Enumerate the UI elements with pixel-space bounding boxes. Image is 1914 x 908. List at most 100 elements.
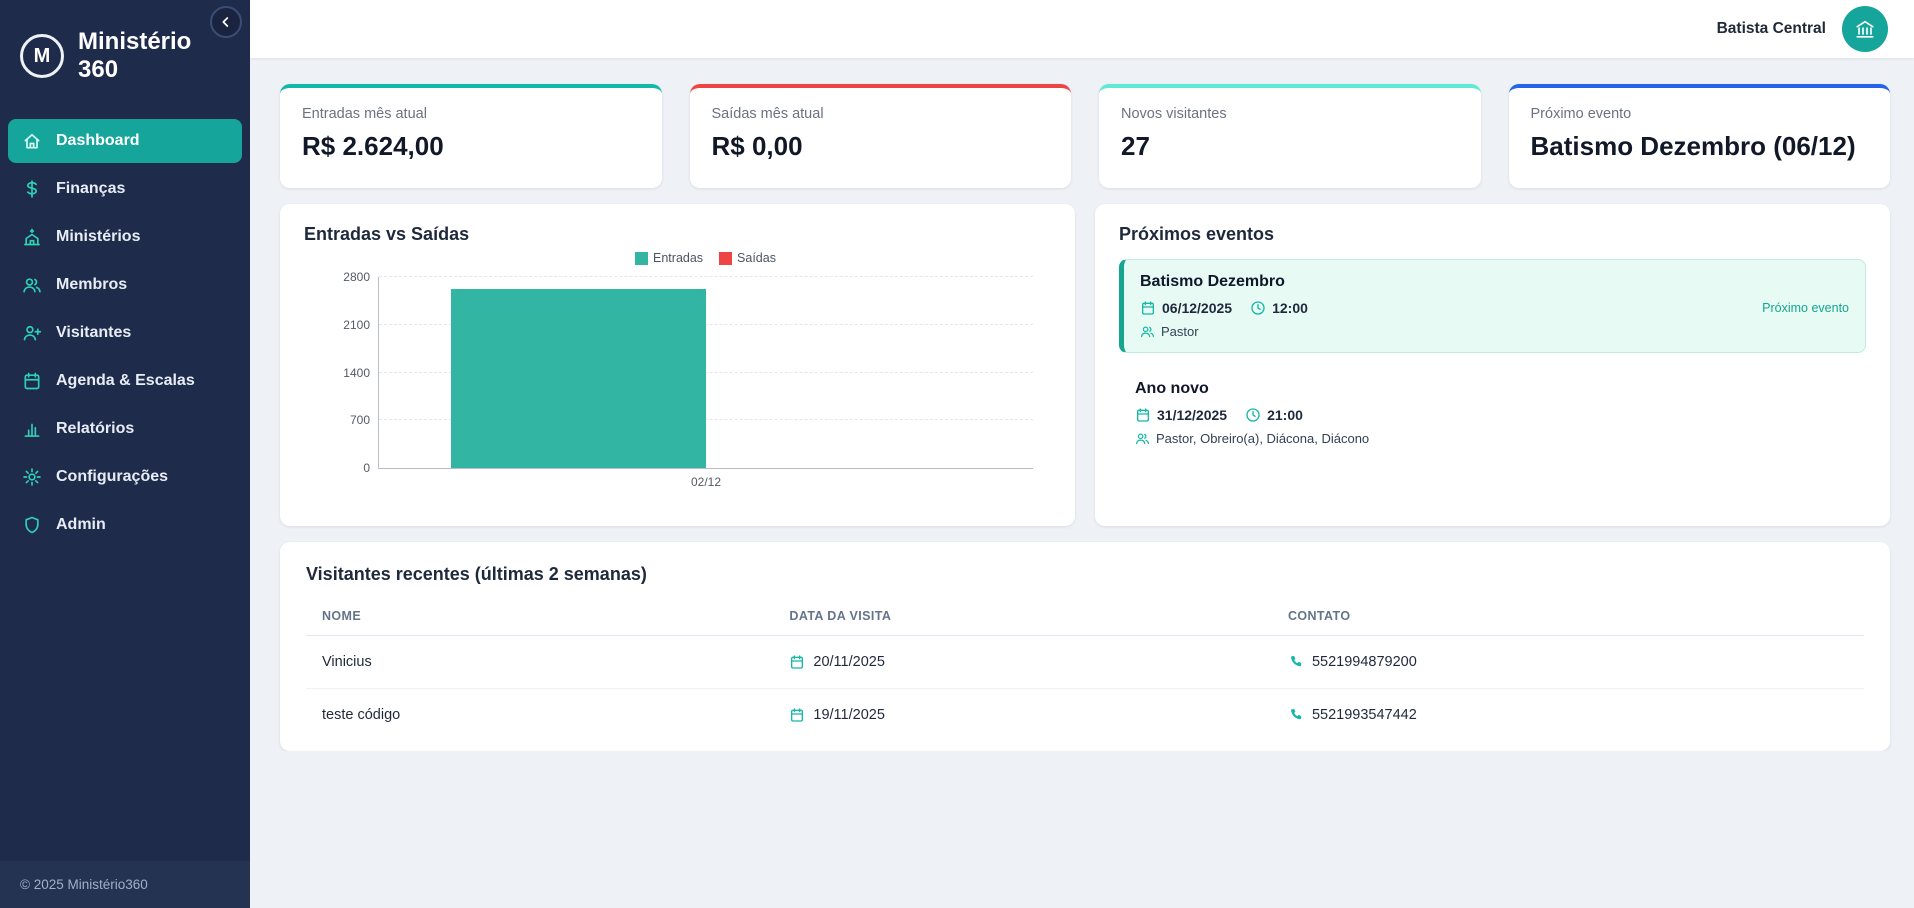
chart-y-tick: 0 [363,461,370,475]
users-icon [22,275,42,295]
chart-x-tick: 02/12 [690,475,722,489]
chart-y-tick: 1400 [343,365,370,380]
event-item[interactable]: Ano novo 31/12/2025 21:00 Pastor [1119,367,1866,459]
table-row[interactable]: Vinicius 20/11/2025 5521994879200 [306,635,1864,689]
sidebar-item-configuracoes[interactable]: Configurações [8,455,242,499]
sidebar-item-label: Membros [56,275,128,293]
col-contato: CONTATO [1271,597,1864,636]
calendar-icon [22,371,42,391]
clock-icon [1250,300,1266,316]
events-card: Próximos eventos Batismo Dezembro 06/12/… [1095,204,1890,526]
sidebar-item-relatorios[interactable]: Relatórios [8,407,242,451]
chart-legend: Entradas Saídas [378,251,1033,265]
stat-label: Novos visitantes [1121,106,1227,122]
legend-swatch [635,251,649,265]
chevron-left-icon [218,14,234,30]
sidebar-item-label: Configurações [56,467,169,485]
stat-card-proximo-evento: Próximo evento Batismo Dezembro (06/12) [1508,84,1890,188]
chart-plot: 0 700 1400 2100 2800 02/12 [343,270,1033,489]
sidebar-item-dashboard[interactable]: Dashboard [8,118,242,163]
chart-y-tick: 2800 [343,270,370,284]
visitor-name: Vinicius [306,635,774,689]
phone-icon [1288,654,1304,670]
sidebar-item-label: Dashboard [56,131,140,149]
sidebar-item-admin[interactable]: Admin [8,503,242,547]
shield-icon [22,515,42,535]
sidebar-item-label: Ministérios [56,227,141,245]
event-roles: Pastor [1140,324,1849,339]
stat-value: R$ 0,00 [711,131,803,161]
col-nome: NOME [306,597,774,636]
visit-date: 20/11/2025 [813,654,885,670]
user-plus-icon [22,323,42,343]
event-name: Batismo Dezembro [1140,273,1285,290]
org-name: Batista Central [1716,20,1826,37]
church-icon [22,227,42,247]
stat-card-novos-visitantes: Novos visitantes 27 [1099,84,1481,188]
table-row[interactable]: teste código 19/11/2025 5521993547442 [306,689,1864,742]
visitor-name: teste código [322,707,401,723]
sidebar-item-label: Admin [56,515,106,533]
event-time: 21:00 [1267,407,1303,423]
app-logo: M [20,34,64,79]
sidebar-item-label: Relatórios [56,419,135,437]
phone-icon [1288,707,1304,723]
sidebar-item-agenda[interactable]: Agenda & Escalas [8,359,242,403]
sidebar-item-visitantes[interactable]: Visitantes [8,311,242,355]
visitors-table: NOME DATA DA VISITA CONTATO Vinicius 20/… [306,597,1864,741]
visitors-title: Visitantes recentes (últimas 2 semanas) [306,564,647,584]
dashboard-content: Entradas mês atual R$ 2.624,00 Saídas mê… [250,58,1914,751]
sidebar-item-label: Finanças [56,179,126,197]
event-roles: Pastor, Obreiro(a), Diácona, Diácono [1135,431,1850,446]
church-building-icon [1854,18,1876,40]
sidebar-item-label: Visitantes [56,323,132,341]
visitor-contact: 5521994879200 [1311,654,1417,670]
calendar-icon [789,707,805,723]
visit-date: 19/11/2025 [813,707,885,723]
chart-y-tick: 700 [349,413,370,428]
event-name: Ano novo [1135,380,1209,397]
calendar-icon [1140,300,1156,316]
bar-chart: Entradas Saídas 0 700 1400 2100 2800 02/12 [304,249,1051,501]
legend-label: Saídas [737,251,776,265]
stat-value: 27 [1121,131,1150,161]
gear-icon [22,467,42,487]
legend-item[interactable]: Saídas [719,251,776,265]
bar-entradas[interactable] [450,289,706,468]
app-title: Ministério 360 [78,28,192,84]
event-meta: 06/12/2025 12:00 Próximo evento [1140,300,1849,316]
chart-title: Entradas vs Saídas [304,224,470,244]
calendar-icon [789,654,805,670]
sidebar-item-ministerios[interactable]: Ministérios [8,215,242,259]
sidebar: M Ministério 360 Dashboard Finanças Mini… [0,0,250,908]
event-item[interactable]: Batismo Dezembro 06/12/2025 12:00 Próxim… [1119,259,1866,353]
sidebar-nav: Dashboard Finanças Ministérios Membros V… [0,118,250,547]
stat-value: R$ 2.624,00 [302,131,444,161]
stat-label: Saídas mês atual [711,106,824,122]
sidebar-item-membros[interactable]: Membros [8,263,242,307]
sidebar-item-label: Agenda & Escalas [56,371,195,389]
logo-letter: M [33,44,51,67]
stat-card-saidas: Saídas mês atual R$ 0,00 [689,84,1071,188]
people-icon [1135,431,1150,446]
stats-row: Entradas mês atual R$ 2.624,00 Saídas mê… [280,84,1890,188]
stat-label: Entradas mês atual [302,106,427,122]
brand: M Ministério 360 [0,0,250,119]
sidebar-collapse-button[interactable] [210,6,242,38]
legend-swatch [719,251,733,265]
event-meta: 31/12/2025 21:00 [1135,407,1850,423]
dollar-icon [22,179,42,199]
event-time: 12:00 [1272,300,1308,316]
stat-value: Batismo Dezembro (06/12) [1530,131,1856,161]
col-data-da-visita: DATA DA VISITA [773,597,1272,636]
calendar-icon [1135,407,1151,423]
event-date: 06/12/2025 [1162,300,1233,316]
legend-item[interactable]: Entradas [635,251,703,265]
event-date: 31/12/2025 [1157,407,1228,423]
next-event-badge: Próximo evento [1762,301,1849,315]
sidebar-item-financas[interactable]: Finanças [8,167,242,211]
events-title: Próximos eventos [1119,224,1275,244]
church-button[interactable] [1842,6,1888,52]
visitor-contact: 5521993547442 [1311,707,1417,723]
chart-card: Entradas vs Saídas Entradas Saídas 0 700 14… [280,204,1075,526]
